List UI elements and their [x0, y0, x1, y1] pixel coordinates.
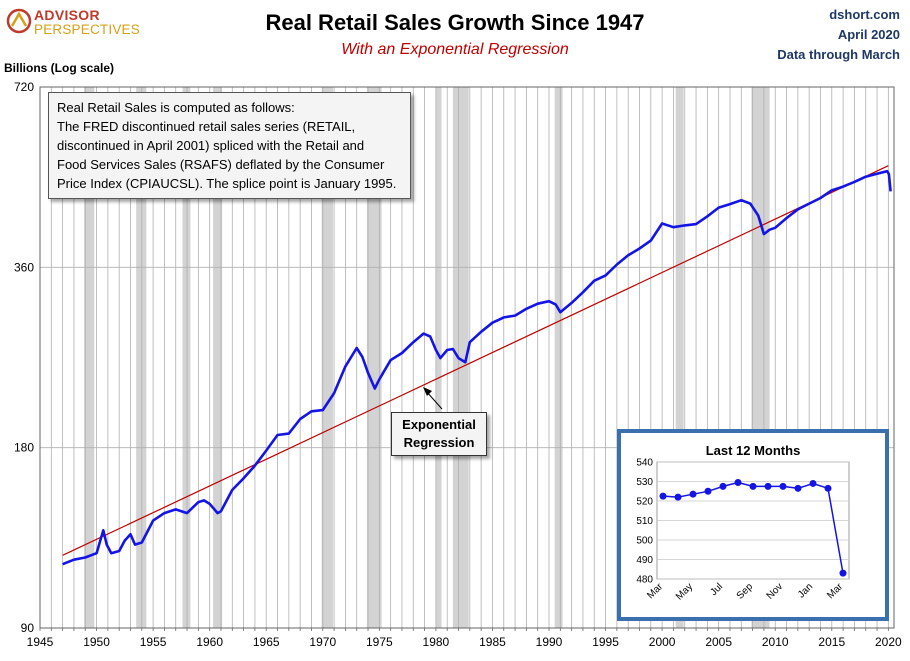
recession-band: [675, 87, 684, 628]
inset-x-tick-label: May: [674, 581, 695, 602]
inset-x-tick-label: Sep: [735, 581, 756, 602]
inset-y-tick-label: 480: [636, 575, 653, 586]
x-tick-label: 1975: [366, 635, 393, 649]
recession-band: [136, 87, 147, 628]
y-tick-labels: 90 180 360 720: [14, 80, 34, 635]
x-tick-labels: 1945 1950 1955 1960 1965 1970 1975 1980 1985 1990…: [27, 635, 902, 649]
methodology-note: Real Retail Sales is computed as follows…: [48, 92, 411, 199]
inset-y-tick-labels: 480 490 500 510 520 530 540: [636, 458, 653, 586]
x-tick-label: 2000: [649, 635, 676, 649]
logo-mark-icon: [6, 8, 32, 34]
inset-title: Last 12 Months: [705, 443, 801, 458]
recession-band: [452, 87, 469, 628]
x-tick-label: 2020: [875, 635, 902, 649]
regression-line: [62, 165, 889, 556]
advisor-perspectives-logo: ADVISOR PERSPECTIVES: [6, 6, 140, 40]
x-tick-label: 1965: [253, 635, 280, 649]
inset-y-tick-label: 520: [636, 497, 653, 508]
x-tick-label: 1995: [592, 635, 619, 649]
inset-x-tick-label: Mar: [825, 581, 845, 601]
inset-point: [794, 484, 802, 492]
inset-y-tick-label: 500: [636, 536, 653, 547]
x-tick-label: 1985: [479, 635, 506, 649]
note-line: Food Services Sales (RSAFS) deflated by …: [57, 157, 385, 172]
y-tick-label: 360: [14, 260, 34, 274]
plot-border: [39, 86, 895, 629]
inset-x-tick-label: Jan: [796, 581, 815, 600]
inset-x-tick-label: Jul: [708, 581, 725, 598]
y-tick-label: 720: [14, 80, 34, 94]
inset-x-tick-labels: Mar May Jul Sep Nov Jan Mar: [645, 581, 845, 603]
regression-label-line1: Exponential: [402, 417, 476, 432]
recession-band: [84, 87, 95, 628]
x-tick-label: 1955: [140, 635, 167, 649]
x-tick-label: 1970: [309, 635, 336, 649]
inset-y-tick-label: 510: [636, 516, 653, 527]
y-tick-label: 180: [14, 441, 34, 455]
inset-point: [719, 482, 727, 490]
inset-y-tick-label: 530: [636, 477, 653, 488]
x-tick-label: 2010: [762, 635, 789, 649]
inset-grid: [656, 461, 850, 580]
x-tick-label: 1990: [536, 635, 563, 649]
pointer-arrowhead: [423, 387, 432, 396]
logo-text-line1: ADVISOR: [34, 7, 100, 23]
x-tick-label: 1980: [423, 635, 450, 649]
inset-point: [734, 478, 742, 486]
note-line: Price Index (CPIAUCSL). The splice point…: [57, 176, 397, 191]
x-tick-label: 2015: [818, 635, 845, 649]
inset-point: [659, 492, 667, 500]
x-tick-label: 1960: [196, 635, 223, 649]
recession-band: [554, 87, 563, 628]
regression-label-line2: Regression: [403, 435, 475, 450]
recession-band: [213, 87, 223, 628]
logo-text-line2: PERSPECTIVES: [34, 22, 140, 37]
source-site: dshort.com: [829, 7, 900, 22]
recession-band: [321, 87, 333, 628]
source-block: dshort.com April 2020 Data through March: [777, 5, 900, 65]
inset-chart: 480 490 500 510 520 530 540 Mar May Jul Sep Nov Jan…: [636, 458, 850, 603]
recession-band: [366, 87, 382, 628]
inset-point: [824, 484, 832, 492]
y-axis-label: Billions (Log scale): [4, 61, 115, 75]
recession-band: [182, 87, 191, 628]
inset-point: [689, 490, 697, 498]
regression-label: Exponential Regression: [391, 412, 487, 456]
x-tick-label: 1950: [83, 635, 110, 649]
regression-pointer: [423, 387, 443, 410]
inset-point: [779, 482, 787, 490]
note-line: discontinued in April 2001) spliced with…: [57, 138, 365, 153]
inset-point: [749, 482, 757, 490]
inset-series: [659, 478, 847, 577]
inset-x-tick-label: Nov: [765, 581, 785, 601]
inset-y-tick-label: 540: [636, 458, 653, 469]
inset-point: [839, 569, 847, 577]
inset-point: [764, 482, 772, 490]
inset-last-12-months: 480 490 500 510 520 530 540 Mar May Jul Sep Nov Jan…: [617, 429, 889, 621]
retail-sales-line: [62, 169, 892, 566]
note-line: The FRED discontinued retail sales serie…: [57, 119, 356, 134]
inset-point: [674, 493, 682, 501]
chart-subtitle: With an Exponential Regression: [341, 41, 569, 58]
x-tick-label: 1945: [27, 635, 54, 649]
inset-point: [809, 479, 817, 487]
source-coverage: Data through March: [777, 47, 900, 62]
x-tick-label: 2005: [705, 635, 732, 649]
inset-point: [704, 487, 712, 495]
source-date: April 2020: [837, 27, 900, 42]
note-line: Real Retail Sales is computed as follows…: [57, 100, 295, 115]
inset-y-tick-label: 490: [636, 555, 653, 566]
series-layer: [62, 165, 892, 566]
plot-frame: [39, 86, 895, 631]
y-tick-label: 90: [21, 621, 35, 635]
chart-title: Real Retail Sales Growth Since 1947: [265, 10, 645, 35]
